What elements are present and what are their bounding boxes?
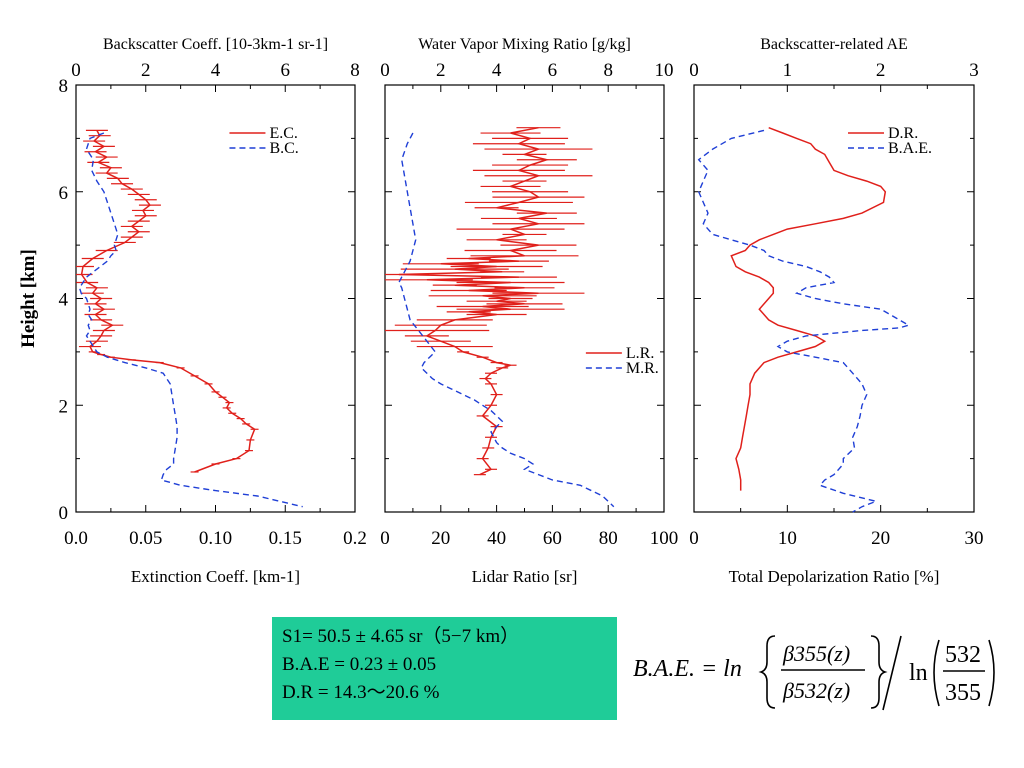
series-e-c-line <box>80 130 256 473</box>
bottom-tick-label: 0 <box>689 528 699 549</box>
summary-box: S1= 50.5 ± 4.65 sr（5−7 km） B.A.E = 0.23 … <box>272 617 617 720</box>
y-tick-label: 0 <box>59 503 69 524</box>
series-b-a-e-line <box>697 129 911 513</box>
legend-label-e-c: E.C. <box>269 125 297 142</box>
top-tick-label: 2 <box>436 60 446 81</box>
bottom-tick-label: 30 <box>965 528 984 549</box>
top-tick-label: 4 <box>492 60 502 81</box>
y-tick-label: 8 <box>59 76 69 97</box>
left-paren <box>933 639 940 707</box>
right-paren <box>988 639 995 707</box>
bottom-tick-label: 60 <box>543 528 562 549</box>
bottom-tick-label: 0.2 <box>343 528 367 549</box>
lidar-ratio-summary: S1= 50.5 ± 4.65 sr（5−7 km） <box>282 626 520 647</box>
series-d-r-line <box>730 126 887 491</box>
y-tick-label: 6 <box>59 183 69 204</box>
formula-ln2: ln <box>909 660 928 686</box>
top-axis-label: Backscatter Coeff. [10-3km-1 sr-1] <box>103 36 328 53</box>
lidar-profile-figure: 0.0 0.05 0.10 0.15 0.20 2 4 6 802468Backscatter … <box>18 36 984 586</box>
top-tick-label: 8 <box>350 60 360 81</box>
bottom-tick-label: 0.05 <box>129 528 162 549</box>
bae-summary: B.A.E = 0.23 ± 0.05 <box>282 654 437 675</box>
bottom-tick-label: 0.0 <box>64 528 88 549</box>
formula-denominator: β532(z) <box>782 678 850 703</box>
series-m-r-line <box>398 132 615 508</box>
top-tick-label: 10 <box>655 60 674 81</box>
formula-den2: 355 <box>945 680 981 706</box>
top-tick-label: 2 <box>141 60 151 81</box>
top-tick-label: 8 <box>603 60 613 81</box>
formula-num2: 532 <box>945 642 981 668</box>
bottom-tick-label: 10 <box>778 528 797 549</box>
left-brace <box>758 635 776 709</box>
top-axis-label: Backscatter-related AE <box>760 36 908 53</box>
legend-label-b-c: B.C. <box>269 140 298 157</box>
series-l-r-line <box>398 126 550 476</box>
bottom-tick-label: 80 <box>599 528 618 549</box>
legend-label-l-r: L.R. <box>626 345 654 362</box>
panel-3-frame <box>693 84 975 513</box>
legend-label-b-a-e: B.A.E. <box>888 140 932 157</box>
formula-lhs: B.A.E. = ln <box>633 656 742 682</box>
bottom-axis-label: Lidar Ratio [sr] <box>472 567 578 586</box>
top-axis-label: Water Vapor Mixing Ratio [g/kg] <box>418 36 631 53</box>
y-tick-label: 4 <box>59 290 69 311</box>
bottom-tick-label: 20 <box>431 528 450 549</box>
top-tick-label: 2 <box>876 60 886 81</box>
bottom-tick-label: 0.15 <box>269 528 302 549</box>
legend-label-m-r: M.R. <box>626 360 659 377</box>
bottom-axis-label: Total Depolarization Ratio [%] <box>729 567 940 586</box>
division-slash <box>882 635 902 711</box>
bottom-tick-label: 20 <box>871 528 890 549</box>
top-tick-label: 3 <box>969 60 979 81</box>
y-tick-label: 2 <box>59 396 69 417</box>
top-tick-label: 0 <box>71 60 81 81</box>
top-tick-label: 0 <box>689 60 699 81</box>
bottom-tick-label: 100 <box>650 528 679 549</box>
top-tick-label: 6 <box>548 60 558 81</box>
bae-formula: B.A.E. = ln β355(z) β532(z) ln 532 355 <box>633 635 995 711</box>
right-brace <box>870 635 888 709</box>
depol-summary: D.R = 14.3〜20.6 % <box>282 682 440 703</box>
series-b-c-line <box>78 132 303 508</box>
legend-label-d-r: D.R. <box>888 125 918 142</box>
top-tick-label: 6 <box>281 60 291 81</box>
bottom-axis-label: Extinction Coeff. [km-1] <box>131 567 300 586</box>
bottom-tick-label: 0 <box>380 528 390 549</box>
y-axis-label: Height [km] <box>18 249 39 348</box>
top-tick-label: 4 <box>211 60 221 81</box>
bottom-tick-label: 40 <box>487 528 506 549</box>
top-tick-label: 0 <box>380 60 390 81</box>
bottom-tick-label: 0.10 <box>199 528 232 549</box>
panel-1-frame <box>75 84 356 513</box>
top-tick-label: 1 <box>783 60 793 81</box>
formula-numerator: β355(z) <box>782 641 850 666</box>
